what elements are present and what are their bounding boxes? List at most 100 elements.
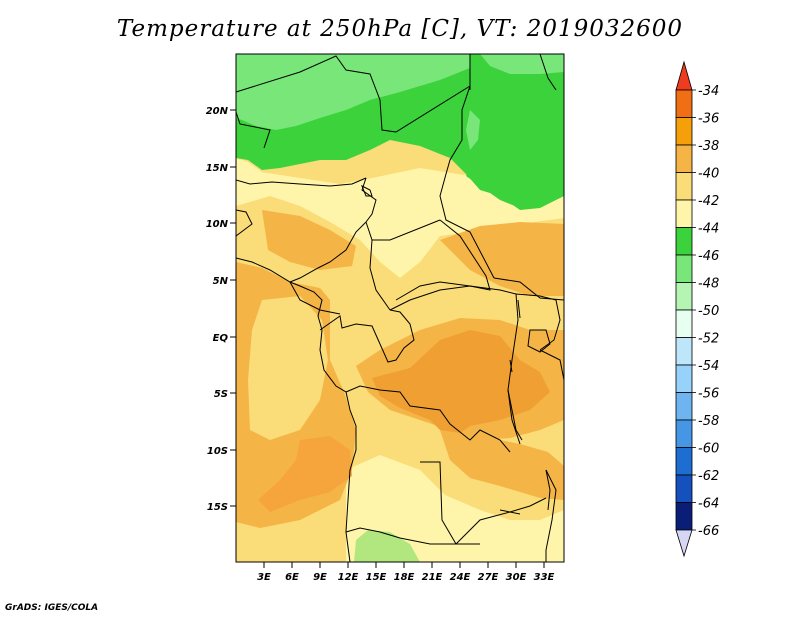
field-lightyellow-north <box>236 158 262 176</box>
field-green-tongue <box>466 100 564 208</box>
colorbar-swatch <box>675 309 693 338</box>
colorbar-label: -58 <box>698 414 719 429</box>
border-drc-east <box>507 293 521 445</box>
coast-west-1 <box>236 257 357 562</box>
lon-label: 3E <box>257 572 271 583</box>
lake-tanganyika <box>507 389 523 441</box>
country-borders <box>236 54 564 562</box>
border-moz <box>545 469 557 562</box>
colorbar-swatch <box>675 89 693 118</box>
lon-label: 24E <box>450 572 471 583</box>
colorbar-swatch <box>675 282 693 311</box>
colorbar-label: -38 <box>698 139 719 154</box>
lon-label: 33E <box>534 572 555 583</box>
lon-label: 21E <box>422 572 443 583</box>
colorbar-label: -62 <box>698 469 719 484</box>
lat-label: 5N <box>213 276 229 287</box>
colorbar-label: -66 <box>698 524 719 539</box>
colorbar-swatch <box>675 392 693 421</box>
lake-albert <box>517 299 521 319</box>
field-light-west <box>248 296 328 440</box>
colorbar-label: -42 <box>698 194 719 209</box>
lon-label: 27E <box>478 572 499 583</box>
field-light-central <box>236 168 564 278</box>
lat-axis <box>230 109 236 507</box>
map-frame <box>235 53 565 563</box>
lon-label: 30E <box>506 572 527 583</box>
temperature-field <box>236 54 564 562</box>
colorbar-label: -50 <box>698 304 719 319</box>
colorbar-label: -46 <box>698 249 719 264</box>
border-chad-west <box>361 177 377 223</box>
lon-label: 6E <box>285 572 299 583</box>
lat-label: 10N <box>206 219 229 230</box>
border-gabon-congo <box>319 315 381 345</box>
lon-labels: 3E 6E 9E 12E 15E 18E 21E 24E 27E 30E 33E <box>257 572 554 583</box>
border-niger-nigeria <box>236 177 367 187</box>
colorbar-swatch <box>675 199 693 228</box>
lon-label: 15E <box>366 572 387 583</box>
border-mali-niger <box>236 111 271 149</box>
border-libya-niger <box>236 54 471 133</box>
lat-label: 15S <box>207 502 228 513</box>
grads-credit: GrADS: IGES/COLA <box>5 603 99 613</box>
colorbar-swatch <box>675 474 693 503</box>
border-nigeria-cameroon <box>289 221 367 283</box>
colorbar-swatch <box>675 447 693 476</box>
colorbar-swatch <box>675 337 693 366</box>
colorbar-swatch <box>675 172 693 201</box>
border-chad-sudan <box>439 85 495 279</box>
colorbar-label: -48 <box>698 277 719 292</box>
lat-labels: 20N 15N 10N 5N EQ 5S 10S 15S <box>206 106 229 513</box>
field-dark-core <box>372 330 550 440</box>
border-east-tz <box>539 349 564 381</box>
field-orange-north <box>262 210 356 270</box>
colorbar-top-arrow <box>675 60 693 91</box>
colorbar: -34 -36 -38 -40 -42 -44 -46 -48 -50 -52 -54 -56 -58 -… <box>675 60 719 558</box>
lat-label: 10S <box>207 446 228 457</box>
field-orange-south <box>258 436 352 512</box>
lat-label: 20N <box>206 106 229 117</box>
colorbar-swatch <box>675 227 693 256</box>
colorbar-swatch <box>675 254 693 283</box>
lat-label: EQ <box>213 333 229 344</box>
border-car-drc <box>389 285 517 311</box>
lon-label: 9E <box>313 572 327 583</box>
lat-label: 5S <box>214 389 228 400</box>
lake-kariba <box>499 509 521 515</box>
lon-label: 18E <box>394 572 415 583</box>
colorbar-label: -56 <box>698 387 719 402</box>
colorbar-label: -60 <box>698 442 719 457</box>
colorbar-label: -52 <box>698 332 719 347</box>
lake-victoria <box>527 329 551 353</box>
border-congo-drc <box>379 309 415 363</box>
lon-axis <box>263 562 545 568</box>
border-gulf <box>236 209 253 237</box>
lakes <box>361 184 551 515</box>
border-car-sudan <box>395 219 491 301</box>
field-lightgreen-ne <box>480 54 564 74</box>
border-cameroon-south <box>289 281 341 315</box>
field-orange-se <box>440 430 564 500</box>
border-car-chad <box>372 219 441 241</box>
border-cameroon-car <box>365 221 391 311</box>
lon-label: 12E <box>338 572 359 583</box>
coast-sudan-red <box>539 54 557 91</box>
lat-label: 15N <box>206 163 229 174</box>
colorbar-label: -40 <box>698 167 719 182</box>
colorbar-label: -54 <box>698 359 719 374</box>
colorbar-label: -44 <box>698 222 719 237</box>
border-drc-angola <box>345 385 511 453</box>
lake-chad <box>361 184 373 197</box>
colorbar-swatch <box>675 144 693 173</box>
colorbar-swatch <box>675 419 693 448</box>
colorbar-label: -64 <box>698 497 719 512</box>
border-angola-namibia <box>345 527 456 545</box>
border-angola-zambia <box>420 461 480 545</box>
colorbar-bottom-arrow <box>675 529 693 558</box>
field-lightgreen-north <box>236 54 470 130</box>
lake-kivu <box>509 359 513 373</box>
map-title: Temperature at 250hPa [C], VT: 201903260… <box>116 16 684 42</box>
border-uganda <box>515 293 561 351</box>
